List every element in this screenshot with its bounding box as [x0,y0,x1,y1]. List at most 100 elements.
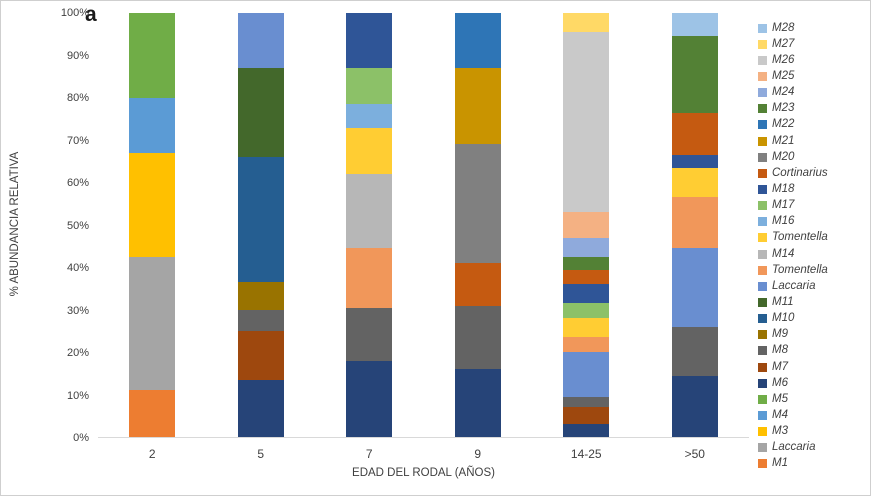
legend-swatch-icon [758,233,767,243]
bar-segment-M7 [237,331,284,380]
legend-swatch-icon [758,427,767,437]
bar-segment-M11 [237,68,284,158]
bar-slot-14-25 [532,13,641,437]
legend-item-M5: M5 [758,391,870,407]
legend-item-M16: M16 [758,214,870,230]
legend-item-M4: M4 [758,407,870,423]
legend-item-M6: M6 [758,375,870,391]
legend-item-Tomentella: Tomentella [758,230,870,246]
legend-item-M9: M9 [758,327,870,343]
bar-segment-M8 [671,326,718,376]
legend-item-M22: M22 [758,117,870,133]
bar-segment-M6 [563,424,610,437]
legend-swatch-icon [758,459,767,469]
legend-label: M1 [772,457,788,470]
legend-swatch-icon [758,443,767,453]
bar-segment-M8 [563,396,610,408]
y-tick-label: 0% [73,432,89,444]
bar-segment-M6 [671,375,718,437]
bar-segment-M6 [346,360,393,437]
legend-swatch-icon [758,217,767,227]
legend-swatch-icon [758,136,767,146]
y-tick-label: 40% [66,262,89,274]
legend-label: M25 [772,69,795,82]
x-category-label: 2 [148,447,156,461]
legend-swatch-icon [758,88,767,98]
bar-segment-M25 [563,212,610,238]
bar-slot-9 [424,13,533,437]
bar-segment-Cortinarius [454,263,501,306]
legend-label: M10 [772,312,795,325]
legend-label: M8 [772,344,788,357]
legend-label: M24 [772,86,795,99]
panel-label: a [85,3,97,26]
legend-item-M23: M23 [758,101,870,117]
bar-segment-M24 [563,237,610,257]
legend-swatch-icon [758,23,767,33]
bar-segment-M18 [563,284,610,304]
bar-segment-M5 [129,13,176,98]
bar-segment-M20 [454,144,501,264]
legend-item-M21: M21 [758,133,870,149]
y-axis-title: % ABUNDANCIA RELATIVA [9,151,21,297]
plot-area [98,13,749,438]
legend-swatch-icon [758,394,767,404]
bar-segment-M6 [454,369,501,437]
legend-label: M16 [772,215,795,228]
legend-label: Tomentella [772,263,828,276]
bar-segment-Cortinarius [563,269,610,285]
bar-segment-Tomentella [346,127,393,175]
bar-segment-Tomentella [346,248,393,308]
legend-label: M18 [772,182,795,195]
legend-label: M14 [772,247,795,260]
stacked-bar->50 [671,13,718,437]
legend-label: M27 [772,37,795,50]
legend-swatch-icon [758,104,767,114]
legend-label: Cortinarius [772,166,828,179]
legend-swatch-icon [758,71,767,81]
bar-segment-M22 [454,13,501,69]
chart-legend: M28 M27 M26 M25 M24 M23 M22 M21 M20 Cortinarius M1… [758,20,870,472]
bar-segment-M8 [237,309,284,332]
bar-slot-2 [98,13,207,437]
y-tick-label: 100% [60,7,89,19]
bar-segment-Tomentella [563,318,610,338]
legend-swatch-icon [758,297,767,307]
bar-segment-M1 [129,390,176,437]
bar-slot-7 [315,13,424,437]
legend-item-M14: M14 [758,246,870,262]
legend-label: M28 [772,21,795,34]
legend-swatch-icon [758,168,767,178]
bar-segment-M3 [129,152,176,257]
legend-swatch-icon [758,362,767,372]
bar-segment-M18 [346,13,393,69]
bar-segment-M8 [346,307,393,361]
y-tick-label: 10% [66,389,89,402]
bar-segment-M9 [237,282,284,310]
y-tick-label: 50% [66,219,89,232]
legend-label: M21 [772,134,795,147]
legend-item-M25: M25 [758,68,870,84]
x-category-label: 5 [257,447,265,461]
bar-segment-M17 [346,68,393,105]
bar-segment-Laccaria [563,352,610,397]
legend-swatch-icon [758,314,767,324]
legend-item-M1: M1 [758,456,870,472]
bar-segment-Laccaria [237,13,284,69]
bar-segment-M18 [671,155,718,168]
stacked-bar-14-25 [563,13,610,437]
bar-slot->50 [641,13,750,437]
y-tick-label: 90% [66,49,89,62]
legend-item-Tomentella: Tomentella [758,262,870,278]
legend-label: M7 [772,360,788,373]
legend-swatch-icon [758,410,767,420]
legend-item-M3: M3 [758,424,870,440]
bar-segment-Laccaria [671,248,718,327]
legend-label: M11 [772,295,794,308]
bar-segment-M28 [671,13,718,37]
bar-segment-M6 [237,379,284,437]
legend-swatch-icon [758,120,767,130]
x-category-label: 14-25 [570,447,602,461]
legend-item-M11: M11 [758,294,870,310]
